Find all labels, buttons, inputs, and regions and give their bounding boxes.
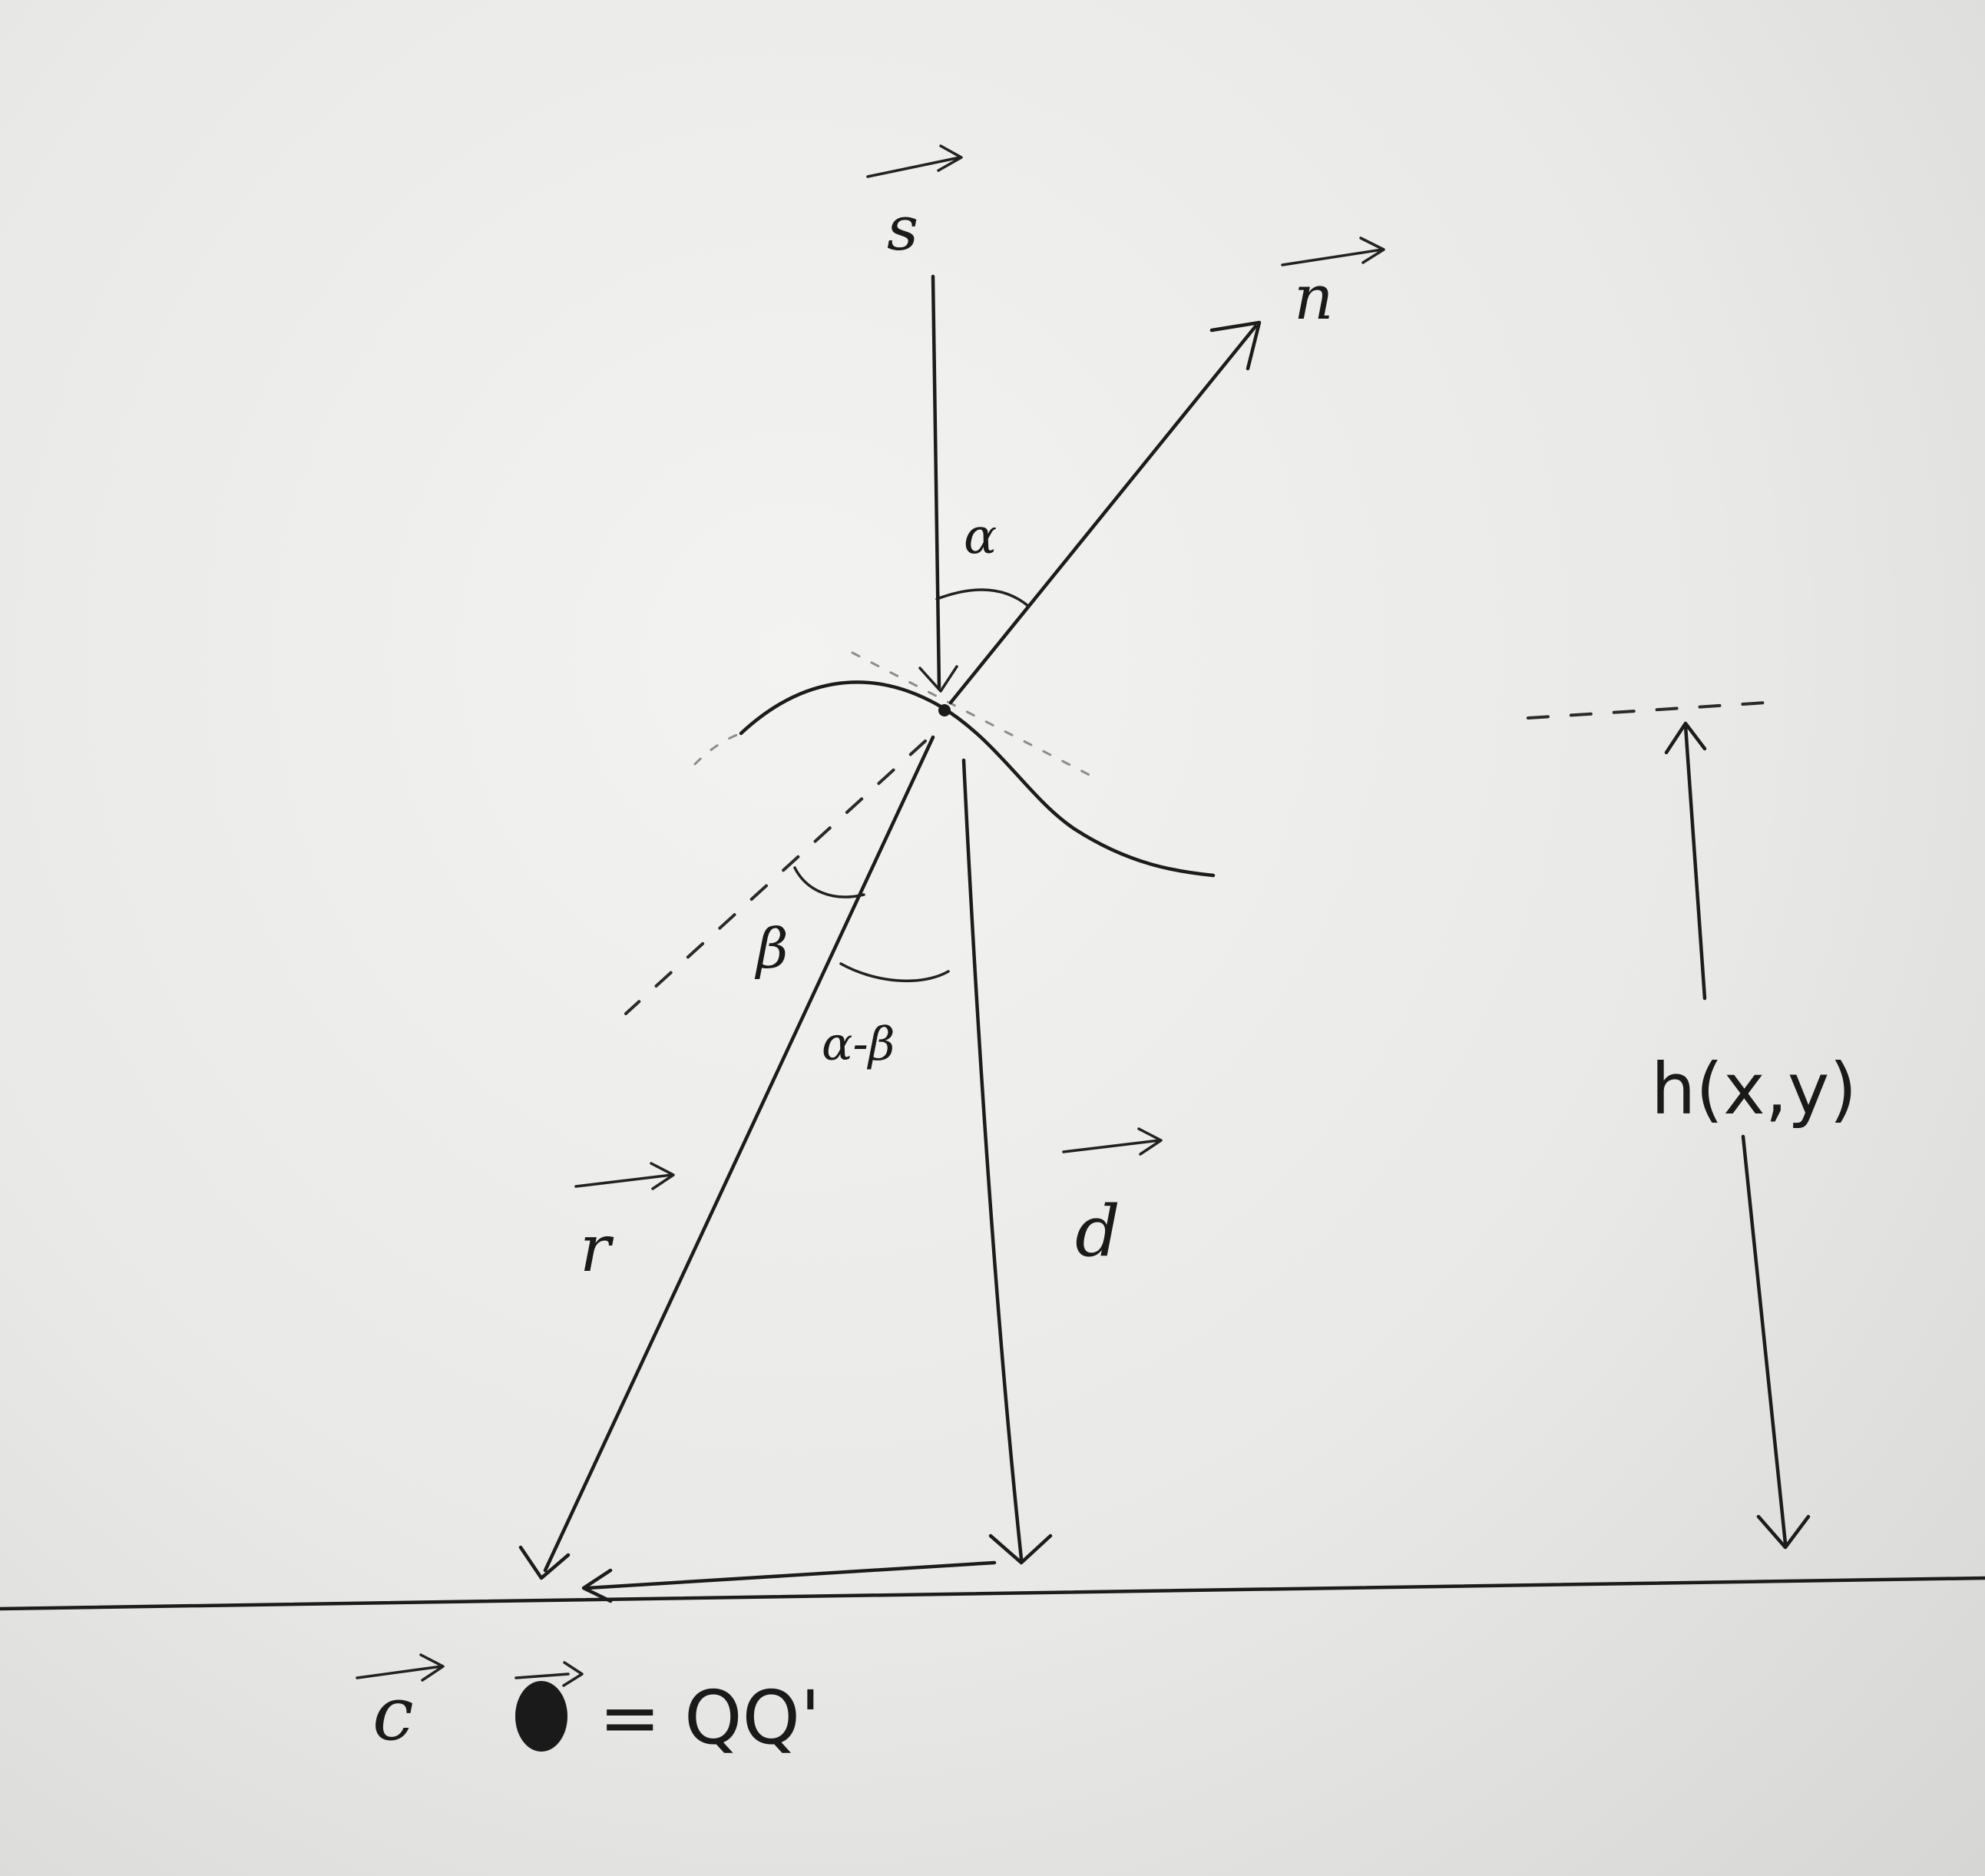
label-alpha-minus-beta: α-β — [822, 1017, 895, 1071]
vector-d-line — [961, 758, 1024, 1561]
height-arrow-up-line — [1683, 723, 1707, 1001]
label-r: r — [580, 1211, 614, 1286]
angle-alpha-beta-arc — [839, 962, 950, 983]
vector-n-line — [948, 324, 1258, 705]
vector-n-arrowhead — [1209, 320, 1262, 371]
height-top-dashed-line — [1527, 701, 1768, 720]
label-c-vector-arrow — [356, 1653, 445, 1682]
label-equation: = QQ' — [599, 1675, 820, 1761]
scribbled-out-mark — [514, 1661, 584, 1752]
label-c: c — [372, 1671, 414, 1757]
label-alpha: α — [964, 508, 997, 565]
tangent-line — [851, 651, 1100, 781]
label-height: h(x,y) — [1651, 1048, 1857, 1130]
label-d-vector-arrow — [1062, 1127, 1163, 1156]
height-arrow-down-head — [1756, 1514, 1811, 1550]
vector-s-arrowhead — [918, 665, 958, 693]
surface-curve-faint-left — [693, 732, 743, 766]
surface-curve — [739, 680, 1216, 878]
ground-line — [0, 1576, 1985, 1611]
surface-point — [938, 704, 951, 716]
label-n: n — [1294, 262, 1334, 333]
label-s-vector-arrow — [866, 144, 963, 178]
height-arrow-up-head — [1664, 721, 1707, 755]
vector-r-line — [543, 735, 935, 1573]
angle-beta-arc — [793, 866, 865, 898]
label-d: d — [1075, 1190, 1120, 1272]
angle-alpha-arc — [935, 588, 1031, 608]
vector-c-arrowhead — [581, 1568, 613, 1603]
label-r-vector-arrow — [574, 1162, 675, 1190]
vector-s-line — [931, 274, 941, 690]
vector-c-line — [585, 1560, 997, 1590]
label-s: s — [887, 193, 918, 264]
height-arrow-down-line — [1741, 1134, 1788, 1546]
label-n-vector-arrow — [1281, 237, 1385, 266]
vector-r-arrowhead — [518, 1545, 571, 1580]
label-beta: β — [754, 916, 789, 981]
vector-d-arrowhead — [988, 1534, 1053, 1565]
